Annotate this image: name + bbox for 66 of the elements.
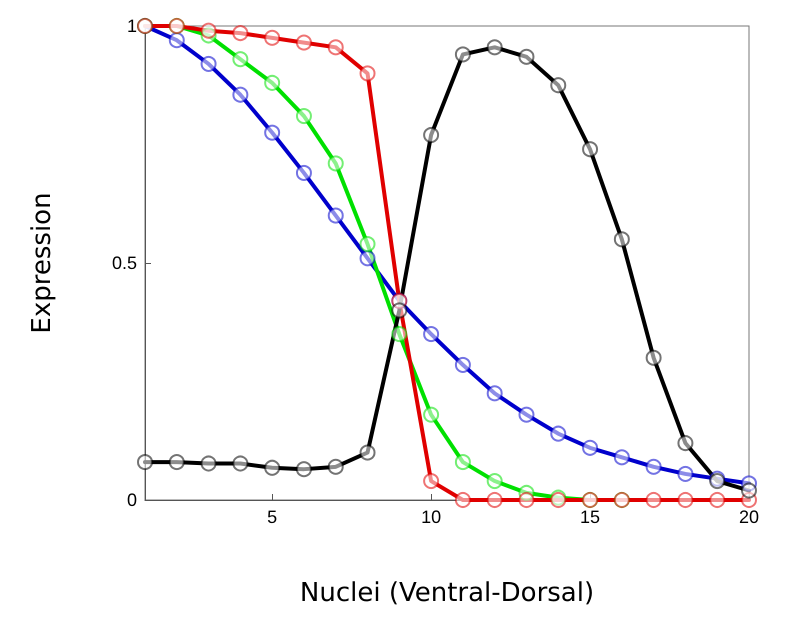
point	[232, 51, 248, 68]
point	[200, 456, 217, 472]
point	[614, 449, 630, 466]
point	[646, 458, 662, 475]
point	[328, 208, 344, 224]
point	[454, 356, 471, 373]
y-tick-label: 0	[126, 490, 137, 510]
point	[328, 39, 344, 56]
point	[486, 39, 503, 56]
point	[360, 250, 376, 266]
point	[646, 492, 662, 508]
x-tick-label: 15	[580, 507, 600, 527]
point	[232, 86, 248, 103]
point	[550, 426, 566, 442]
point	[296, 34, 312, 51]
point	[454, 46, 471, 62]
point	[200, 56, 217, 72]
point	[486, 473, 503, 490]
point	[200, 22, 217, 39]
point	[518, 48, 534, 65]
point	[741, 482, 757, 499]
point	[232, 456, 248, 472]
point	[709, 492, 726, 508]
point	[168, 454, 185, 470]
point	[232, 25, 248, 42]
y-tick-label: 1	[126, 16, 137, 36]
point	[423, 127, 440, 144]
point	[264, 30, 280, 46]
point	[264, 74, 280, 91]
point	[550, 77, 566, 94]
point	[296, 461, 312, 478]
point	[360, 236, 376, 252]
point	[328, 458, 344, 475]
point	[486, 385, 503, 402]
point	[137, 454, 153, 470]
point	[518, 406, 534, 423]
y-axis-title: Expression	[27, 192, 57, 334]
point	[454, 492, 471, 508]
point	[360, 65, 376, 82]
y-tick-label: 0.5	[112, 253, 137, 273]
point	[423, 406, 440, 423]
point	[328, 155, 344, 172]
point	[391, 302, 408, 318]
x-tick-label: 10	[421, 507, 442, 527]
point	[296, 164, 312, 181]
point	[582, 440, 598, 456]
point	[614, 231, 630, 248]
point	[518, 492, 534, 508]
point	[486, 492, 503, 508]
point	[677, 466, 694, 482]
point	[454, 454, 471, 470]
point	[168, 32, 185, 48]
point	[646, 350, 662, 366]
x-axis-title: Nuclei (Ventral-Dorsal)	[300, 578, 594, 608]
point	[677, 492, 694, 508]
point	[360, 444, 376, 461]
point	[423, 326, 440, 342]
x-tick-label: 20	[738, 507, 760, 527]
point	[391, 326, 408, 342]
x-tick-label: 5	[267, 507, 278, 527]
point	[264, 124, 280, 141]
point	[296, 108, 312, 124]
point	[677, 435, 694, 452]
point	[423, 473, 440, 490]
point	[582, 141, 598, 158]
point	[264, 460, 280, 476]
